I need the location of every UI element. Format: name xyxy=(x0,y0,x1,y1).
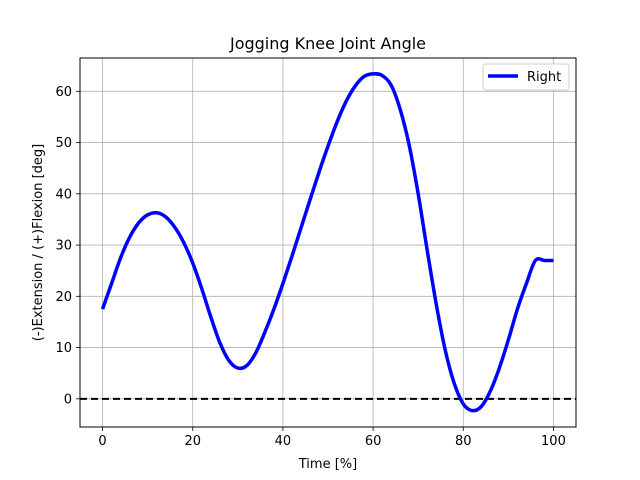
y-axis-label: (-)Extension / (+)Flexion [deg] xyxy=(31,144,46,341)
x-tick-label: 20 xyxy=(184,434,201,449)
y-tick-label: 60 xyxy=(55,85,72,100)
x-tick-label: 100 xyxy=(541,434,566,449)
y-tick-label: 40 xyxy=(55,187,72,202)
y-tick-label: 20 xyxy=(55,290,72,305)
y-tick-label: 50 xyxy=(55,136,72,151)
legend-label-right: Right xyxy=(527,70,561,85)
y-tick-label: 30 xyxy=(55,239,72,254)
x-axis-label: Time [%] xyxy=(298,457,357,472)
series-line-right xyxy=(100,72,554,413)
x-tick-label: 0 xyxy=(98,434,106,449)
grid-layer xyxy=(80,58,576,427)
y-tick-label: 10 xyxy=(55,341,72,356)
x-tick-label: 40 xyxy=(275,434,292,449)
tick-layer: 0 20 40 60 80 100 0 10 20 30 40 50 60 xyxy=(55,85,565,449)
y-tick-label: 0 xyxy=(64,392,72,407)
series-layer xyxy=(100,72,554,413)
plot-frame xyxy=(79,57,577,428)
legend: Right xyxy=(482,63,570,91)
x-tick-label: 60 xyxy=(365,434,382,449)
x-tick-label: 80 xyxy=(455,434,472,449)
chart-title: Jogging Knee Joint Angle xyxy=(229,34,426,53)
legend-box xyxy=(482,63,570,91)
